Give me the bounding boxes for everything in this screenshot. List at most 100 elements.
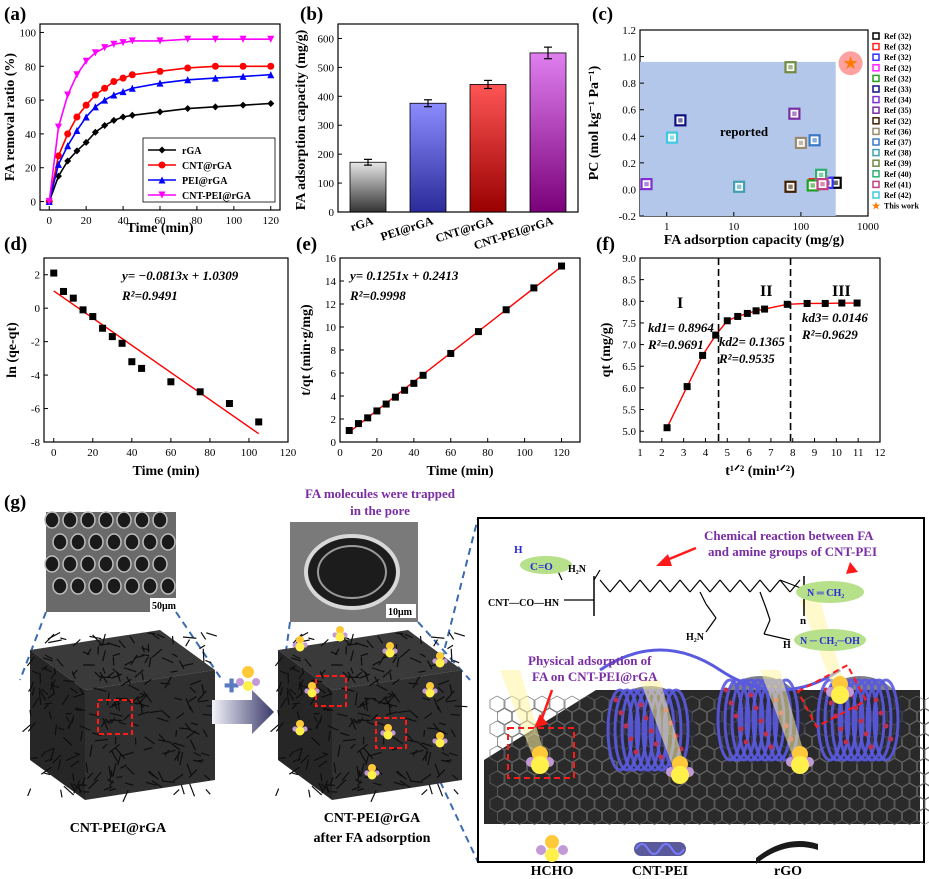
panel-f-point	[761, 305, 769, 313]
panel-e-point	[382, 400, 390, 408]
panel-f-point	[803, 299, 811, 307]
panel-c-legend-label: Ref (32)	[884, 53, 912, 62]
panel-c-legend-label: Ref (34)	[884, 96, 912, 105]
panel-a-point	[82, 101, 90, 109]
panel-d-point	[69, 294, 77, 302]
panel-a-point	[267, 71, 275, 79]
panel-f-point	[853, 299, 861, 307]
panel-a-point	[184, 35, 192, 43]
panel-d-point	[118, 339, 126, 347]
panel-f-region-numeral: II	[760, 283, 772, 300]
panel-f-xtick: 10	[831, 447, 843, 459]
panel-f-xtick: 11	[853, 447, 864, 459]
panel-a-ytick: 100	[20, 27, 37, 39]
caption-after-2: after FA adsorption	[314, 831, 431, 846]
panel-a-point	[110, 91, 118, 99]
panel-e-point	[530, 284, 538, 292]
hcho-icon	[536, 835, 568, 862]
panel-c-legend-label: Ref (33)	[884, 85, 912, 94]
panel-b-ytick: 600	[318, 33, 335, 45]
panel-a-point	[239, 35, 247, 43]
panel-e-point	[419, 371, 427, 379]
panel-d-ytick: -4	[31, 370, 41, 382]
chem-n: n	[800, 615, 806, 627]
panel-a-point	[64, 130, 72, 138]
panel-a-point	[128, 37, 136, 45]
panel-f-label: (f)	[596, 234, 615, 255]
panel-e-point	[502, 306, 510, 314]
panel-a-point	[156, 108, 164, 116]
panel-a-point	[73, 71, 81, 79]
panel-e-label: (e)	[296, 234, 317, 255]
panel-a-xtick: 60	[155, 215, 167, 227]
panel-a-ytick: 40	[25, 129, 37, 141]
panel-d-equation: y= −0.0813x + 1.0309	[120, 268, 239, 283]
caption-after-1: CNT-PEI@rGA	[324, 811, 421, 826]
panel-d-point	[167, 378, 175, 386]
panel-f-ytick: 7.5	[622, 318, 636, 330]
legend-rgo: rGO	[774, 864, 802, 879]
panel-f-xtick: 1	[637, 447, 643, 459]
panel-a-point	[91, 49, 99, 57]
panel-a-legend-label: CNT-PEI@rGA	[182, 191, 252, 202]
panel-a-ylabel: FA removal ratio (%)	[3, 53, 18, 182]
panel-e-ytick: 0	[331, 437, 337, 449]
chem-co: C=O	[530, 561, 553, 573]
panel-c-label: (c)	[592, 4, 613, 25]
panel-d-xtick: 0	[51, 447, 57, 459]
panel-a-xtick: 40	[118, 215, 130, 227]
panel-a-point	[239, 72, 247, 80]
panel-b-ytick: 0	[329, 207, 335, 219]
panel-e-point	[391, 393, 399, 401]
panel-a-point	[110, 40, 118, 48]
panel-a-point	[267, 99, 275, 107]
panel-d-ytick: -2	[31, 337, 40, 349]
panel-f-xtick: 6	[746, 447, 752, 459]
panel-c-ytick: -0.2	[619, 211, 636, 223]
panel-e-xtick: 20	[371, 447, 383, 459]
panel-e-xlabel: Time (min)	[426, 464, 493, 479]
panel-c-legend-label: Ref (40)	[884, 170, 912, 179]
panel-g: (g) FA molecules were trapped in the por…	[4, 486, 929, 879]
panel-e-xtick: 0	[337, 447, 343, 459]
panel-a-point	[211, 74, 219, 82]
panel-a-point	[54, 152, 62, 160]
panel-a-point	[239, 62, 247, 70]
panel-f-xtick: 9	[812, 447, 818, 459]
panel-d-ytick: -6	[31, 404, 41, 416]
physical-text-1: Physical adsorption of	[528, 653, 652, 668]
panel-a-xtick: 0	[46, 215, 52, 227]
panel-c-ytick: 1.2	[622, 25, 636, 37]
panel-a-point	[73, 127, 81, 135]
panel-c-legend-label: Ref (35)	[884, 106, 912, 115]
panel-c-legend-marker	[872, 64, 880, 72]
panel-e-point	[345, 427, 353, 434]
panel-f-xtick: 8	[790, 447, 796, 459]
aerogel-cube-left	[22, 630, 220, 803]
panel-f-axes	[639, 257, 881, 443]
panel-d-xlabel: Time (min)	[132, 464, 199, 479]
panel-d: (d) 0 20 40 60 80 100 120 -8 -6 -4 -2 0 2 y= −0.0813…	[4, 234, 297, 479]
panel-f-xtick: 7	[768, 447, 774, 459]
panel-c-legend-label: Ref (37)	[884, 138, 912, 147]
panel-a: (a) 0 20 40 60 80 100 120 0 20 40 60 80 100 Time (mi…	[3, 4, 281, 236]
panel-f-point	[734, 312, 742, 320]
panel-b-ytick: 500	[318, 62, 335, 74]
panel-a-point	[82, 113, 90, 121]
panel-a-point	[128, 71, 136, 79]
panel-e-ytick: 14	[325, 276, 337, 288]
panel-c-legend-label: Ref (41)	[884, 180, 912, 189]
panel-d-point	[50, 269, 58, 277]
panel-c-xtick: 1	[664, 221, 670, 233]
panel-a-point	[54, 123, 62, 131]
panel-a-point	[91, 91, 99, 99]
panel-c-legend-marker	[872, 32, 880, 40]
panel-a-point	[156, 67, 164, 75]
panel-d-r2: R²=0.9491	[121, 288, 178, 303]
sem-image-mid: 10μm	[290, 522, 418, 622]
panel-e-xtick: 40	[408, 447, 420, 459]
panel-f-region-k: kd1= 0.8964	[648, 320, 714, 335]
panel-d-xtick: 60	[165, 447, 177, 459]
plus-icon: ✚	[224, 676, 239, 696]
panel-d-xtick: 40	[126, 447, 138, 459]
